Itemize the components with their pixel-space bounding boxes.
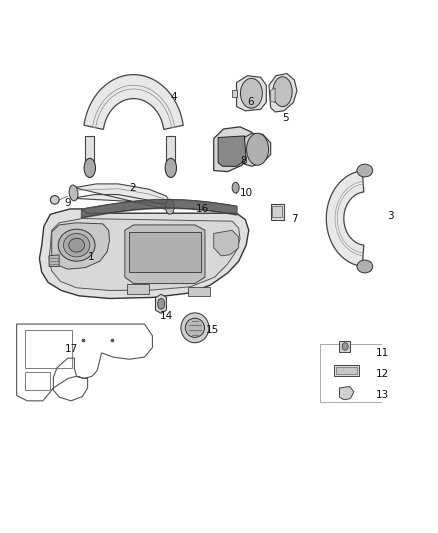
- Polygon shape: [166, 136, 175, 168]
- Polygon shape: [237, 76, 266, 111]
- Polygon shape: [334, 365, 359, 376]
- Ellipse shape: [232, 182, 239, 193]
- Ellipse shape: [342, 343, 348, 350]
- Text: 17: 17: [65, 344, 78, 354]
- Polygon shape: [188, 287, 210, 296]
- Ellipse shape: [69, 185, 78, 201]
- Polygon shape: [84, 75, 183, 130]
- Polygon shape: [214, 230, 239, 256]
- Polygon shape: [125, 225, 205, 284]
- Ellipse shape: [185, 318, 205, 337]
- Ellipse shape: [357, 260, 373, 273]
- Ellipse shape: [247, 133, 268, 165]
- Text: 14: 14: [160, 311, 173, 320]
- Text: 11: 11: [376, 348, 389, 358]
- Text: 1: 1: [88, 252, 94, 262]
- Polygon shape: [49, 219, 240, 290]
- Polygon shape: [339, 386, 354, 400]
- Polygon shape: [218, 136, 246, 166]
- Text: 6: 6: [247, 98, 254, 107]
- Polygon shape: [127, 284, 149, 294]
- Text: 12: 12: [376, 369, 389, 379]
- Text: 5: 5: [283, 114, 289, 123]
- Text: 9: 9: [65, 198, 71, 207]
- Text: 16: 16: [196, 204, 209, 214]
- Ellipse shape: [84, 158, 95, 177]
- Ellipse shape: [165, 158, 177, 177]
- Polygon shape: [129, 232, 201, 272]
- Ellipse shape: [240, 78, 262, 108]
- Polygon shape: [214, 127, 254, 172]
- Ellipse shape: [273, 77, 292, 107]
- Ellipse shape: [64, 233, 90, 257]
- Polygon shape: [271, 88, 275, 102]
- Ellipse shape: [181, 313, 209, 343]
- Polygon shape: [72, 184, 171, 211]
- Polygon shape: [49, 255, 59, 266]
- Polygon shape: [269, 74, 297, 112]
- Text: 2: 2: [129, 183, 136, 192]
- Text: 15: 15: [206, 326, 219, 335]
- Polygon shape: [39, 209, 249, 298]
- Ellipse shape: [58, 229, 95, 261]
- Ellipse shape: [357, 164, 373, 177]
- Text: 3: 3: [388, 211, 394, 221]
- Polygon shape: [336, 367, 357, 374]
- Polygon shape: [244, 133, 271, 166]
- Polygon shape: [326, 171, 364, 266]
- Text: 13: 13: [376, 391, 389, 400]
- Text: 7: 7: [291, 214, 298, 223]
- Polygon shape: [85, 136, 94, 168]
- Polygon shape: [52, 223, 110, 269]
- Text: 4: 4: [171, 92, 177, 102]
- Polygon shape: [339, 341, 350, 352]
- Polygon shape: [271, 204, 284, 220]
- Text: 8: 8: [240, 156, 247, 166]
- Polygon shape: [155, 294, 166, 313]
- Polygon shape: [232, 90, 237, 97]
- Ellipse shape: [166, 199, 174, 214]
- Ellipse shape: [69, 238, 85, 252]
- Text: 10: 10: [240, 188, 253, 198]
- Polygon shape: [272, 206, 282, 217]
- Ellipse shape: [158, 298, 165, 309]
- Ellipse shape: [50, 196, 59, 204]
